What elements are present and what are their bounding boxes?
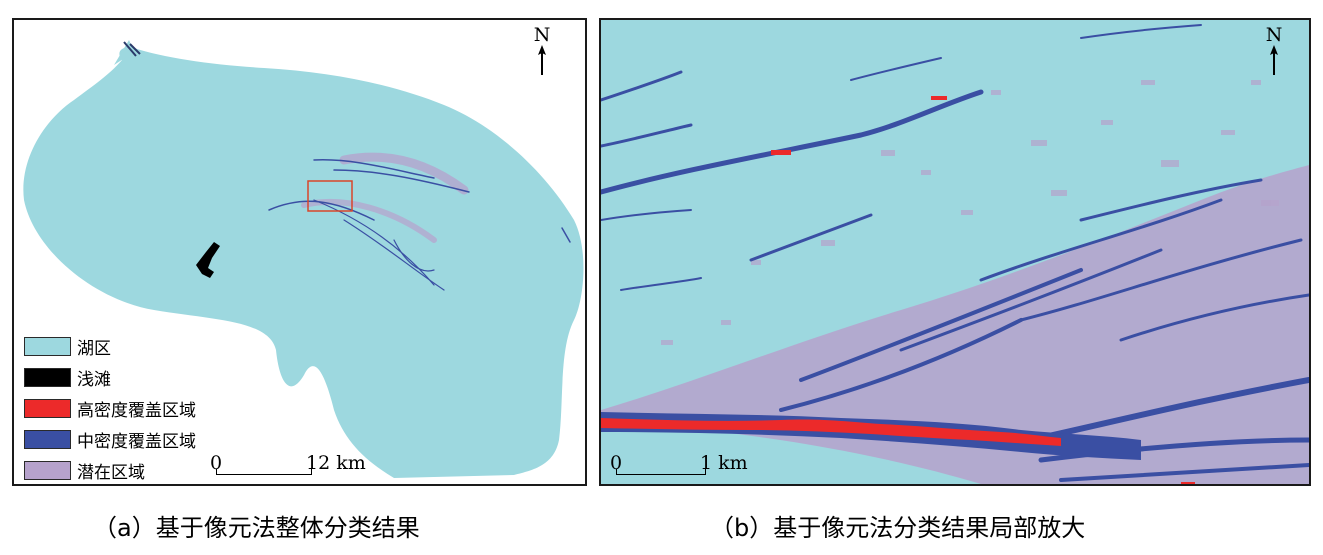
- north-arrow-icon: [1270, 45, 1278, 75]
- scalebar-end: 12 km: [306, 452, 366, 474]
- caption-b: （b）基于像元法分类结果局部放大: [710, 514, 1086, 542]
- legend-label: 高密度覆盖区域: [77, 401, 196, 421]
- north-label: N: [1265, 24, 1283, 46]
- detail-map-panel: N 0 1 km: [599, 18, 1311, 486]
- high-density-areas: [601, 96, 1195, 484]
- scalebar-a: 0 12 km: [210, 452, 366, 478]
- medium-density-swatch: [24, 430, 71, 449]
- scalebar-line: [216, 469, 312, 475]
- inlet-vegetation: [123, 41, 141, 57]
- lake-inlet: [114, 40, 134, 65]
- potential-region: [601, 165, 1309, 484]
- scalebar-end: 1 km: [700, 452, 748, 474]
- map-legend: 湖区 浅滩 高密度覆盖区域 中密度覆盖区域 潜在区域: [24, 331, 196, 484]
- detail-map: [601, 20, 1309, 484]
- shoal-swatch: [24, 368, 71, 387]
- legend-label: 浅滩: [77, 370, 111, 390]
- potential-swatch: [24, 461, 71, 480]
- lake-area: [23, 47, 584, 479]
- scalebar-start: 0: [610, 452, 623, 474]
- north-arrow-b: N: [1264, 26, 1284, 75]
- north-label: N: [533, 24, 551, 46]
- scalebar-b: 0 1 km: [610, 452, 750, 478]
- legend-item-medium-density: 中密度覆盖区域: [24, 424, 196, 455]
- medium-density-streaks: [601, 24, 1309, 482]
- overview-map: [23, 40, 584, 479]
- lake-swatch: [24, 337, 71, 356]
- legend-item-potential: 潜在区域: [24, 455, 196, 484]
- scalebar-start: 0: [210, 452, 223, 474]
- caption-a: （a）基于像元法整体分类结果: [93, 514, 420, 542]
- legend-label: 中密度覆盖区域: [77, 432, 196, 452]
- legend-item-high-density: 高密度覆盖区域: [24, 393, 196, 424]
- zoom-extent-box: [307, 180, 353, 212]
- legend-label: 湖区: [77, 339, 111, 359]
- shoal-area: [196, 242, 220, 278]
- north-arrow-icon: [538, 45, 546, 75]
- legend-label: 潜在区域: [77, 463, 145, 483]
- legend-item-shoal: 浅滩: [24, 362, 196, 393]
- north-arrow-a: N: [532, 26, 552, 75]
- potential-speckles: [661, 80, 1279, 345]
- overview-map-panel: N 湖区 浅滩 高密度覆盖区域 中密度覆盖区域 潜在区域 0 12 km: [12, 18, 587, 486]
- scalebar-line: [616, 469, 706, 475]
- vegetation-streaks: [268, 152, 571, 291]
- legend-item-lake: 湖区: [24, 331, 196, 362]
- high-density-swatch: [24, 399, 71, 418]
